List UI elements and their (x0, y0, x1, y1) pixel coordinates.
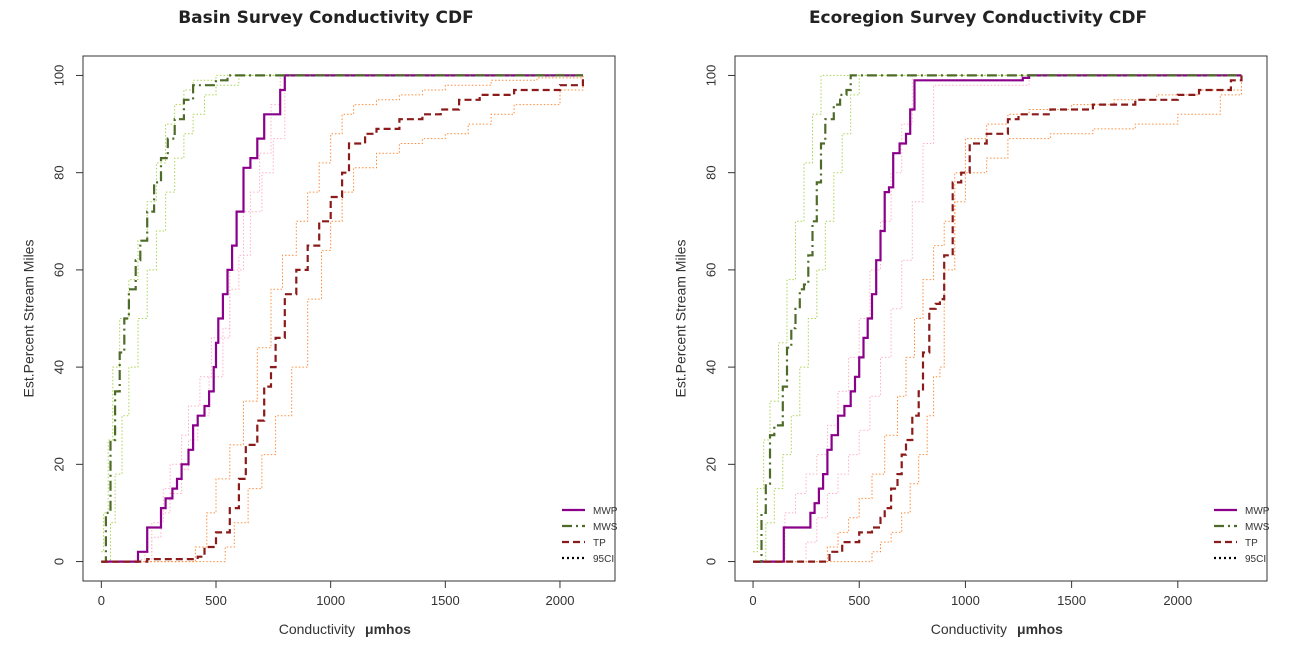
x-axis-unit: μmhos (365, 621, 411, 637)
ci-line (753, 74, 1242, 563)
x-tick-label: 0 (749, 593, 756, 608)
legend-label: TP (1245, 538, 1258, 549)
x-tick-label: 1500 (1057, 593, 1086, 608)
ci-line (101, 74, 583, 563)
y-axis-label: Est.Percent Stream Miles (21, 240, 37, 398)
x-tick-label: 2000 (1163, 593, 1192, 608)
ci-line (101, 75, 584, 563)
ci-line (753, 74, 1242, 563)
y-axis-label: Est.Percent Stream Miles (673, 240, 689, 398)
x-axis-label: Conductivity (279, 621, 355, 637)
legend-label: MWS (1245, 522, 1270, 533)
ci-line (101, 75, 584, 563)
x-tick-label: 2000 (546, 593, 575, 608)
legend-label: MWP (593, 506, 618, 517)
x-tick-label: 0 (98, 593, 105, 608)
y-tick-label: 60 (51, 263, 66, 277)
x-tick-label: 1500 (431, 593, 460, 608)
x-axis-label: Conductivity (931, 621, 1007, 637)
y-tick-label: 0 (703, 558, 718, 565)
series-line-mws (101, 74, 583, 563)
ci-line (753, 74, 1242, 563)
chart-title: Basin Survey Conductivity CDF (178, 8, 474, 28)
x-tick-label: 1000 (951, 593, 980, 608)
x-axis-unit: μmhos (1017, 621, 1063, 637)
y-tick-label: 0 (51, 558, 66, 565)
ci-line (753, 75, 1242, 563)
legend-label: TP (593, 538, 606, 549)
series-line-mwp (101, 74, 583, 563)
y-tick-label: 80 (703, 165, 718, 179)
y-tick-label: 40 (703, 360, 718, 374)
ci-line (101, 74, 583, 563)
plot-frame (82, 55, 616, 582)
ecoregion-chart-panel: Ecoregion Survey Conductivity CDF 0 500 10… (652, 0, 1304, 666)
y-tick-label: 80 (51, 165, 66, 179)
x-tick-label: 500 (848, 593, 870, 608)
ci-line (753, 74, 1242, 553)
basin-chart-panel: Basin Survey Conductivity CDF 0 500 1000 15… (21, 8, 618, 637)
x-tick-label: 500 (205, 593, 227, 608)
ci-line (101, 74, 583, 553)
legend-label: MWP (1245, 506, 1270, 517)
legend-label: MWS (593, 522, 618, 533)
y-tick-label: 100 (51, 65, 66, 87)
series-line-mwp (753, 74, 1242, 563)
series-line-tp (101, 75, 584, 563)
y-tick-label: 100 (703, 65, 718, 87)
y-tick-label: 60 (703, 263, 718, 277)
ci-line (101, 74, 583, 563)
y-tick-label: 40 (51, 360, 66, 374)
ci-line (753, 75, 1242, 563)
x-tick-label: 1000 (316, 593, 345, 608)
series-line-mws (753, 74, 1242, 563)
y-tick-label: 20 (703, 457, 718, 471)
ecoregion-cdf-chart: 0 500 1000 1500 2000 0 20 40 60 80 100 Conductivity… (673, 55, 1270, 637)
legend-label: 95CI (1245, 554, 1266, 565)
legend-label: 95CI (593, 554, 614, 565)
chart-title: Ecoregion Survey Conductivity CDF (808, 8, 1148, 28)
y-tick-label: 20 (51, 457, 66, 471)
series-line-tp (753, 75, 1243, 563)
basin-cdf-chart: 0 500 1000 1500 2000 0 20 40 60 80 100 Conductivity… (21, 55, 618, 637)
